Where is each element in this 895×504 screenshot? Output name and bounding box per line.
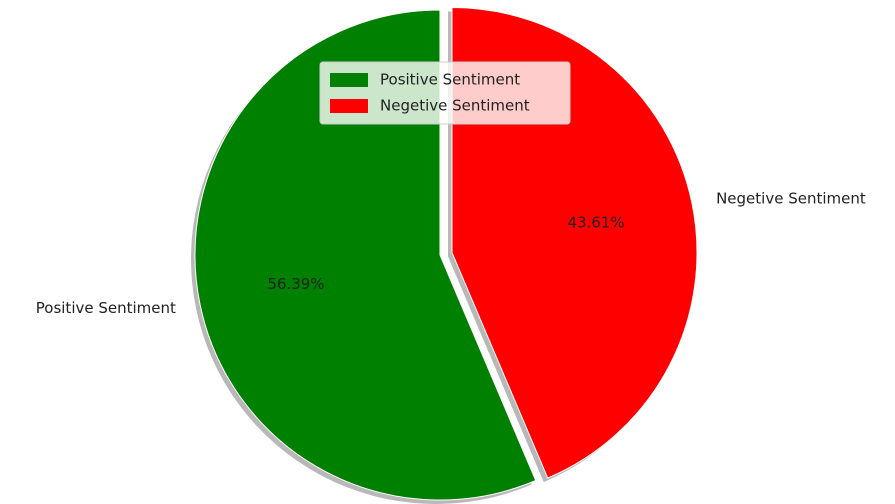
legend-label: Negetive Sentiment (380, 97, 530, 115)
legend-swatch (330, 73, 368, 87)
legend-swatch (330, 99, 368, 113)
slice (451, 7, 698, 479)
percent-label: 56.39% (267, 275, 324, 293)
slice-label: Negetive Sentiment (716, 189, 866, 207)
percent-label: 43.61% (567, 214, 624, 232)
legend-label: Positive Sentiment (380, 71, 520, 89)
legend-box (319, 61, 571, 125)
legend: Positive Sentiment Negetive Sentiment (319, 61, 571, 125)
slice (194, 9, 537, 501)
slice-label: Positive Sentiment (36, 299, 176, 317)
